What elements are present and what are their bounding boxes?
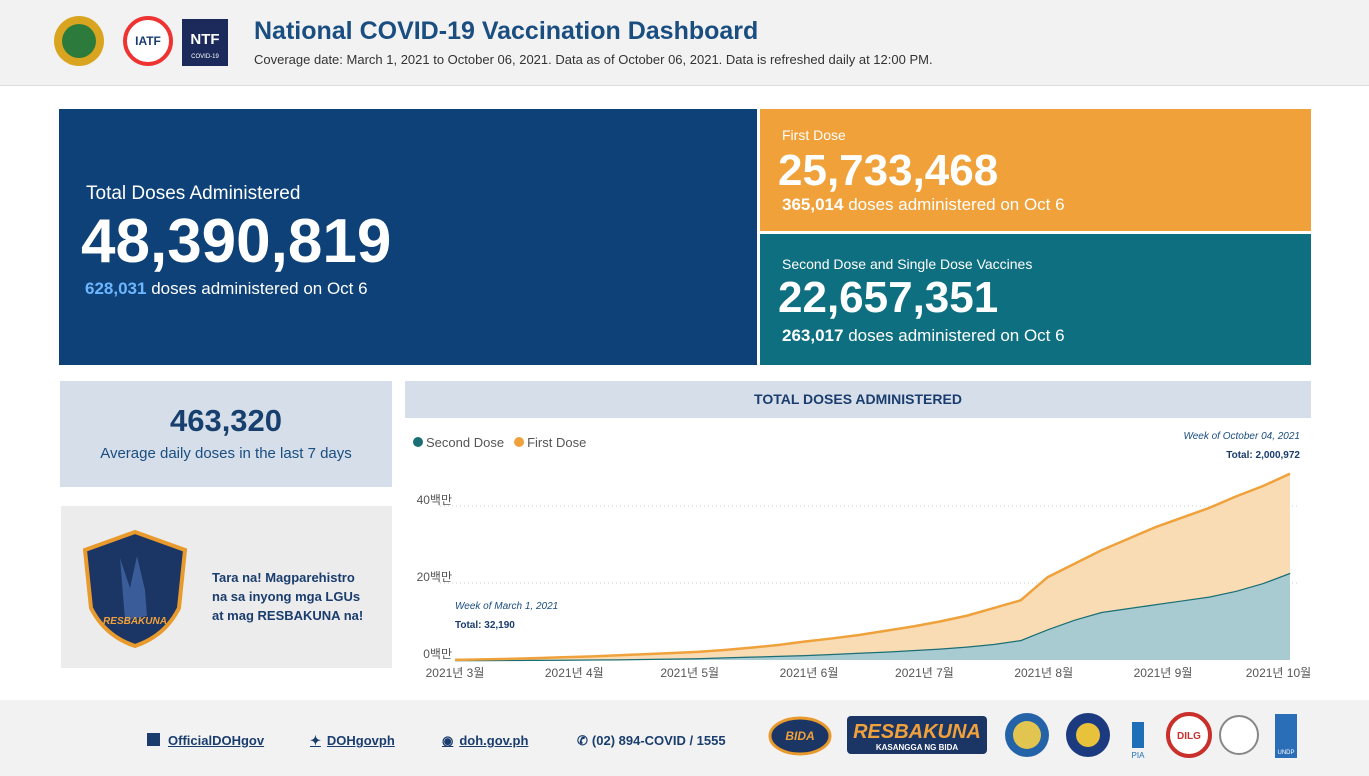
daily-text: doses administered on Oct 6 (848, 195, 1065, 214)
total-card: Total Doses Administered 48,390,819 628,… (59, 109, 757, 365)
promo-line: na sa inyong mga LGUs (212, 589, 361, 604)
card-daily: 365,014 doses administered on Oct 6 (782, 195, 1065, 215)
x-tick-label: 2021년 7월 (895, 666, 954, 680)
daily-value: 263,017 (782, 326, 844, 345)
resbakuna-badge: RESBAKUNA (82, 529, 188, 649)
hotline: ✆ (02) 894-COVID / 1555 (577, 733, 726, 748)
legend-marker (514, 437, 525, 447)
card-daily: 628,031 doses administered on Oct 6 (85, 279, 368, 299)
card-label: Total Doses Administered (86, 183, 301, 204)
annotation-title: Week of March 1, 2021 (455, 601, 558, 612)
y-tick-label: 0백만 (423, 647, 452, 661)
logo-text: DILG (1177, 731, 1201, 742)
daily-value: 628,031 (85, 279, 147, 298)
promo-text: Tara na! Magparehistro na sa inyong mga … (212, 568, 363, 625)
logo-text: PIA (1132, 751, 1146, 760)
line (454, 472, 1291, 662)
x-tick-label: 2021년 8월 (1014, 666, 1073, 680)
card-value: 22,657,351 (778, 273, 999, 322)
y-tick-label: 40백만 (417, 493, 452, 507)
average-label: Average daily doses in the last 7 days (100, 445, 352, 462)
promo: RESBAKUNA Tara na! Magparehistro na sa i… (61, 506, 392, 668)
logo-text: IATF (135, 34, 161, 48)
daily-text: doses administered on Oct 6 (151, 279, 368, 298)
annotation-text: Total: 2,000,972 (1226, 450, 1300, 461)
area (455, 572, 1290, 660)
website-link[interactable]: ◉ doh.gov.ph (442, 733, 529, 748)
logo-text: KASANGGA NG BIDA (876, 743, 959, 752)
legend-label: Second Dose (426, 435, 504, 450)
logo-text: BIDA (785, 729, 814, 743)
legend-marker (413, 437, 423, 447)
badge-text: RESBAKUNA (103, 616, 167, 627)
annotation-text: Total: 32,190 (455, 620, 515, 631)
subtitle: Coverage date: March 1, 2021 to October … (254, 52, 933, 67)
x-tick-label: 2021년 6월 (780, 666, 839, 680)
title: National COVID-19 Vaccination Dashboard (254, 17, 759, 45)
logo-text: UNDP (1277, 750, 1294, 756)
card-daily: 263,017 doses administered on Oct 6 (782, 326, 1065, 346)
ntf-logo (182, 19, 228, 66)
header (0, 0, 1369, 86)
link-text[interactable]: DOHgovph (326, 733, 395, 748)
link-text[interactable]: doh.gov.ph (459, 733, 529, 748)
average-value: 463,320 (169, 403, 283, 438)
logo-text: NTF (190, 31, 219, 48)
chart-title: TOTAL DOSES ADMINISTERED (405, 381, 1311, 418)
first-card: First Dose 25,733,468 365,014 doses admi… (760, 109, 1311, 231)
annotation-title: Week of October 04, 2021 (1183, 431, 1300, 442)
chart: 0백만 20백만 40백만 2021년 3월 2021년 4월 2021년 5월 2021년… (413, 431, 1311, 680)
y-tick-label: 20백만 (417, 570, 452, 584)
card-label: First Dose (782, 127, 846, 143)
footer-logos: BIDA RESBAKUNA KASANGGA NG BIDA PIA DILG… (768, 712, 1297, 760)
x-tick-label: 2021년 9월 (1134, 666, 1193, 680)
x-tick-label: 2021년 3월 (426, 666, 485, 680)
second-card: Second Dose and Single Dose Vaccines 22,… (760, 234, 1311, 365)
x-tick-label: 2021년 10월 (1246, 666, 1311, 680)
logo-text: COVID-19 (191, 54, 219, 60)
hotline-text: (02) 894-COVID / 1555 (591, 733, 726, 748)
average-card: 463,320 Average daily doses in the last … (60, 381, 392, 487)
daily-text: doses administered on Oct 6 (848, 326, 1065, 345)
card-value: 25,733,468 (778, 146, 999, 195)
logo-text: RESBAKUNA (853, 721, 981, 743)
card-label: Second Dose and Single Dose Vaccines (782, 256, 1033, 272)
iatf-logo (123, 16, 173, 66)
legend-label: First Dose (527, 435, 586, 450)
daily-value: 365,014 (782, 195, 844, 214)
x-tick-label: 2021년 4월 (545, 666, 604, 680)
header-logos: IATF NTF COVID-19 (54, 16, 228, 66)
area (455, 473, 1290, 660)
twitter-link[interactable]: ✦ DOHgovph (310, 733, 395, 748)
facebook-link[interactable]: OfficialDOHgov (147, 733, 264, 748)
promo-line: Tara na! Magparehistro (212, 570, 355, 585)
link-text[interactable]: OfficialDOHgov (168, 733, 265, 748)
promo-line: at mag RESBAKUNA na! (212, 608, 364, 623)
x-tick-label: 2021년 5월 (660, 666, 719, 680)
card-value: 48,390,819 (81, 207, 392, 276)
